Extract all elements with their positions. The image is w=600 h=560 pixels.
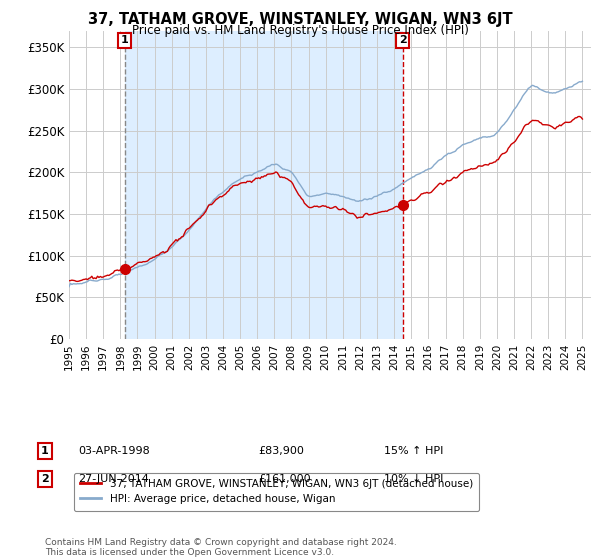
- Text: 1: 1: [121, 35, 128, 45]
- Text: 03-APR-1998: 03-APR-1998: [78, 446, 150, 456]
- Bar: [125, 31, 403, 339]
- Text: 37, TATHAM GROVE, WINSTANLEY, WIGAN, WN3 6JT: 37, TATHAM GROVE, WINSTANLEY, WIGAN, WN3…: [88, 12, 512, 27]
- Text: 27-JUN-2014: 27-JUN-2014: [78, 474, 149, 484]
- Text: Contains HM Land Registry data © Crown copyright and database right 2024.
This d: Contains HM Land Registry data © Crown c…: [45, 538, 397, 557]
- Text: 2: 2: [399, 35, 407, 45]
- Text: 15% ↑ HPI: 15% ↑ HPI: [384, 446, 443, 456]
- Text: 10% ↓ HPI: 10% ↓ HPI: [384, 474, 443, 484]
- Text: 2: 2: [41, 474, 49, 484]
- Text: £161,000: £161,000: [258, 474, 311, 484]
- Legend: 37, TATHAM GROVE, WINSTANLEY, WIGAN, WN3 6JT (detached house), HPI: Average pric: 37, TATHAM GROVE, WINSTANLEY, WIGAN, WN3…: [74, 473, 479, 511]
- Text: £83,900: £83,900: [258, 446, 304, 456]
- Text: 1: 1: [41, 446, 49, 456]
- Text: Price paid vs. HM Land Registry's House Price Index (HPI): Price paid vs. HM Land Registry's House …: [131, 24, 469, 37]
